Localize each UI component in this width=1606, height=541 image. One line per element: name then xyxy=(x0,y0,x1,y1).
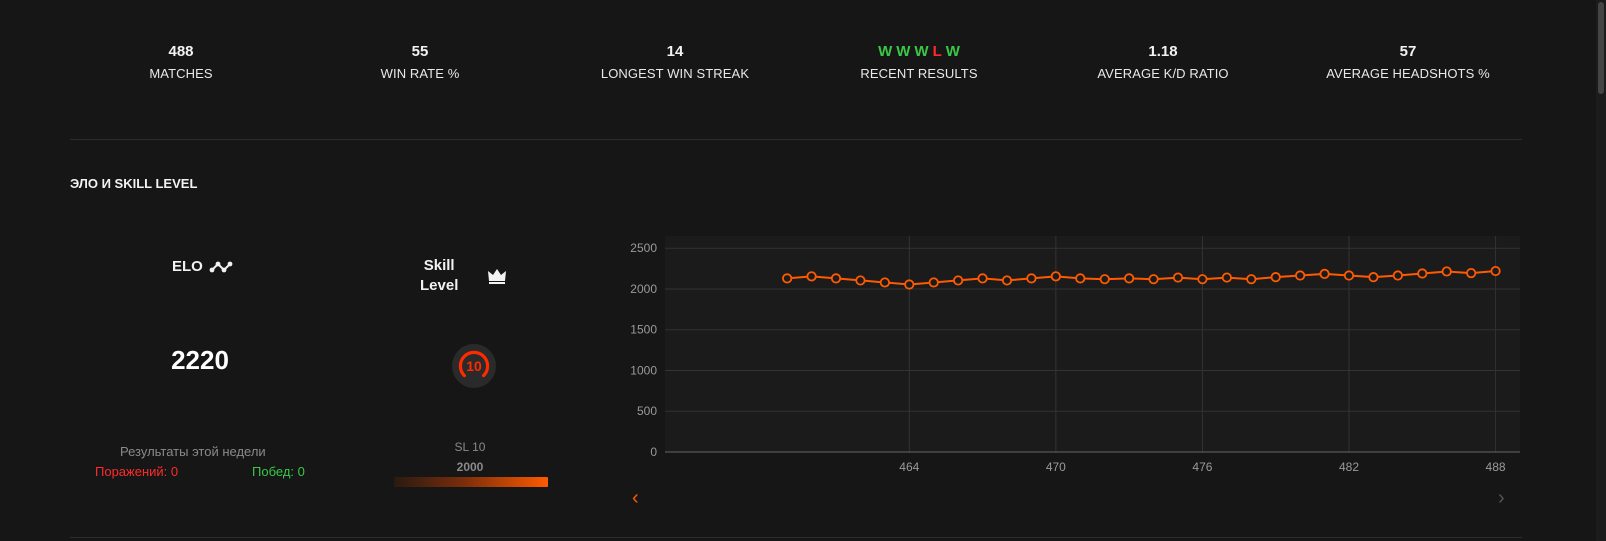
data-point xyxy=(1466,267,1477,279)
plot-area xyxy=(665,236,1520,452)
skill-level-header: Skill Level xyxy=(420,256,458,296)
crown-icon xyxy=(488,269,506,284)
weekly-results-title: Результаты этой недели xyxy=(120,444,266,459)
stat-label: RECENT RESULTS xyxy=(860,66,978,81)
stat-value: 14 xyxy=(666,43,684,60)
data-point xyxy=(1172,272,1184,283)
data-point xyxy=(1124,273,1135,284)
data-point xyxy=(1319,268,1330,280)
section-title: ЭЛО И SKILL LEVEL xyxy=(70,176,198,191)
level-label: Level xyxy=(420,277,459,294)
stat-longest-win-streak: 14 LONGEST WIN STREAK xyxy=(545,42,805,81)
data-point xyxy=(1417,268,1428,279)
data-point xyxy=(782,273,793,284)
data-point xyxy=(904,279,915,290)
data-point xyxy=(1050,271,1061,282)
data-point xyxy=(1197,274,1208,285)
data-point xyxy=(879,277,890,288)
data-point xyxy=(1099,274,1110,285)
skill-level-badge: 10 xyxy=(452,344,496,388)
stat-value: 1.18 xyxy=(1148,43,1178,60)
stat-label: AVERAGE K/D RATIO xyxy=(1097,66,1229,81)
result-badge: W xyxy=(914,43,929,60)
y-tick-label: 1000 xyxy=(630,363,657,377)
data-point xyxy=(1368,272,1379,283)
data-point xyxy=(1343,270,1355,281)
sl-elo-value: 2000 xyxy=(456,460,484,474)
chart-next-button[interactable]: › xyxy=(1498,487,1505,509)
x-tick-label: 476 xyxy=(1192,460,1212,474)
data-point xyxy=(1392,270,1403,281)
stat-matches: 488 MATCHES xyxy=(51,42,311,81)
stat-label: MATCHES xyxy=(149,66,213,81)
data-point xyxy=(855,275,866,286)
divider xyxy=(70,537,1522,538)
stat-value: 57 xyxy=(1399,43,1417,60)
elo-header: ELO xyxy=(172,258,233,275)
data-point xyxy=(1490,265,1501,277)
stats-bar: 488 MATCHES 55 WIN RATE % 14 LONGEST WIN… xyxy=(70,30,1522,90)
weekly-losses: Поражений: 0 xyxy=(95,464,179,479)
stat-value: 488 xyxy=(168,43,194,60)
sl-label: SL 10 xyxy=(454,440,486,454)
stat-label: WIN RATE % xyxy=(380,66,460,81)
data-point xyxy=(1026,273,1037,284)
data-point xyxy=(977,273,988,284)
y-tick-label: 2000 xyxy=(630,282,657,296)
scrollbar[interactable] xyxy=(1596,0,1606,541)
result-badge: W xyxy=(945,43,960,60)
stat-average-headshots: 57 AVERAGE HEADSHOTS % xyxy=(1278,42,1538,81)
stat-average-kd: 1.18 AVERAGE K/D RATIO xyxy=(1033,42,1293,81)
data-point xyxy=(1075,273,1086,284)
data-point xyxy=(1270,272,1281,283)
data-point xyxy=(806,271,817,282)
stat-label: LONGEST WIN STREAK xyxy=(600,66,750,81)
scrollbar-thumb[interactable] xyxy=(1598,2,1604,94)
y-tick-label: 0 xyxy=(650,445,657,459)
skill-progress-bar xyxy=(394,477,548,487)
result-badge: W xyxy=(878,43,893,60)
result-badge: L xyxy=(932,43,942,60)
skill-label: Skill xyxy=(423,257,455,274)
stat-value: 55 xyxy=(411,43,429,60)
y-tick-label: 500 xyxy=(637,404,657,418)
result-badge: W xyxy=(896,43,911,60)
data-point xyxy=(1246,274,1257,285)
x-tick-label: 464 xyxy=(899,460,919,474)
stat-label: AVERAGE HEADSHOTS % xyxy=(1326,66,1490,81)
elo-label: ELO xyxy=(172,258,203,275)
data-point xyxy=(953,275,964,286)
weekly-wins: Побед: 0 xyxy=(252,464,305,479)
x-tick-label: 482 xyxy=(1339,460,1359,474)
x-tick-label: 470 xyxy=(1046,460,1066,474)
stat-win-rate: 55 WIN RATE % xyxy=(290,42,550,81)
data-point xyxy=(928,277,939,288)
data-point xyxy=(1441,266,1452,277)
divider xyxy=(70,139,1522,140)
data-point xyxy=(1295,270,1306,281)
skill-level-number: 10 xyxy=(466,358,482,374)
elo-history-chart: 0 500 1000 1500 2000 2500 464 470 476 482 488 xyxy=(630,236,1520,474)
elo-graph-icon xyxy=(209,261,233,272)
x-tick-label: 488 xyxy=(1486,460,1506,474)
y-tick-label: 2500 xyxy=(630,241,657,255)
data-point xyxy=(1221,272,1232,283)
chart-prev-button[interactable]: ‹ xyxy=(632,487,639,509)
elo-value: 2220 xyxy=(171,345,229,375)
data-point xyxy=(830,273,842,284)
data-point xyxy=(1148,274,1159,285)
y-tick-label: 1500 xyxy=(630,323,657,337)
data-point xyxy=(1001,275,1013,286)
